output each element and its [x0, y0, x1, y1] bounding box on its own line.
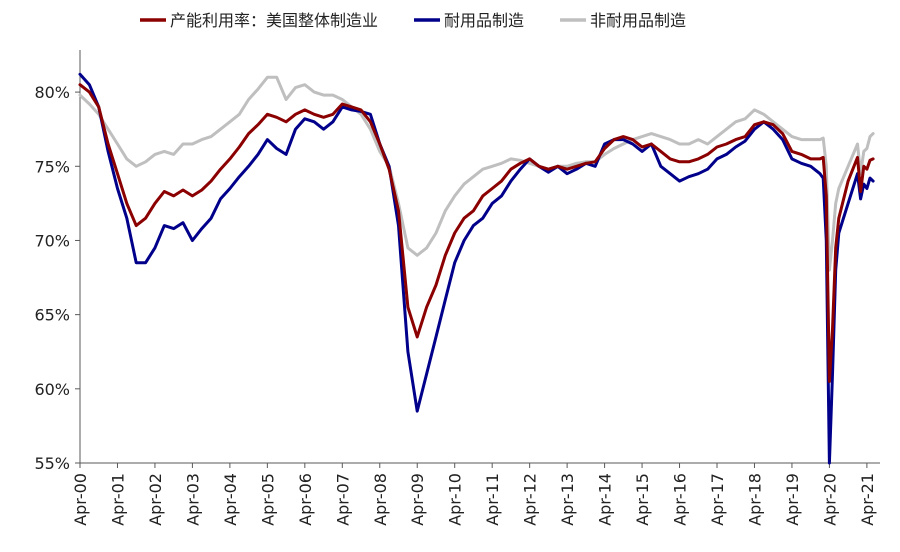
- x-tick-label: Apr-14: [596, 473, 615, 526]
- x-tick-label: Apr-05: [258, 473, 277, 526]
- x-tick-label: Apr-02: [146, 473, 165, 526]
- x-tick-label: Apr-18: [745, 473, 764, 526]
- legend-label-nondurable: 非耐用品制造: [590, 11, 686, 30]
- x-tick-label: Apr-01: [108, 473, 127, 526]
- x-tick-label: Apr-04: [221, 473, 240, 526]
- x-tick-label: Apr-10: [446, 473, 465, 526]
- series-line-durable: [78, 72, 875, 465]
- x-tick-label: Apr-16: [671, 473, 690, 526]
- axes: 55% 60% 65% 70% 75% 80% Apr-00 Apr-01 Apr-02 Apr-…: [34, 50, 880, 526]
- y-tick-label: 70%: [34, 231, 70, 250]
- x-tick-label: Apr-15: [633, 473, 652, 526]
- series-line-total: [78, 83, 875, 383]
- legend-label-durable: 耐用品制造: [444, 11, 524, 30]
- x-tick-label: Apr-17: [708, 473, 727, 526]
- x-tick-label: Apr-12: [521, 473, 540, 526]
- x-tick-label: Apr-09: [408, 473, 427, 526]
- x-tick-label: Apr-13: [558, 473, 577, 526]
- y-tick-label: 75%: [34, 157, 70, 176]
- x-tick-label: Apr-21: [858, 473, 877, 526]
- x-tick-label: Apr-00: [71, 473, 90, 526]
- x-tick-label: Apr-03: [183, 473, 202, 526]
- series-layer: [78, 72, 875, 465]
- series-line-nondurable: [78, 75, 875, 272]
- legend: 产能利用率：美国整体制造业 耐用品制造 非耐用品制造: [140, 11, 686, 30]
- x-tick-label: Apr-08: [371, 473, 390, 526]
- x-tick-label: Apr-19: [783, 473, 802, 526]
- legend-label-total: 产能利用率：美国整体制造业: [170, 11, 378, 30]
- y-tick-label: 60%: [34, 380, 70, 399]
- y-tick-label: 80%: [34, 83, 70, 102]
- y-tick-label: 55%: [34, 454, 70, 473]
- x-tick-label: Apr-20: [820, 473, 839, 526]
- y-tick-label: 65%: [34, 306, 70, 325]
- x-tick-label: Apr-11: [483, 473, 502, 526]
- x-tick-label: Apr-07: [333, 473, 352, 526]
- x-tick-label: Apr-06: [296, 473, 315, 526]
